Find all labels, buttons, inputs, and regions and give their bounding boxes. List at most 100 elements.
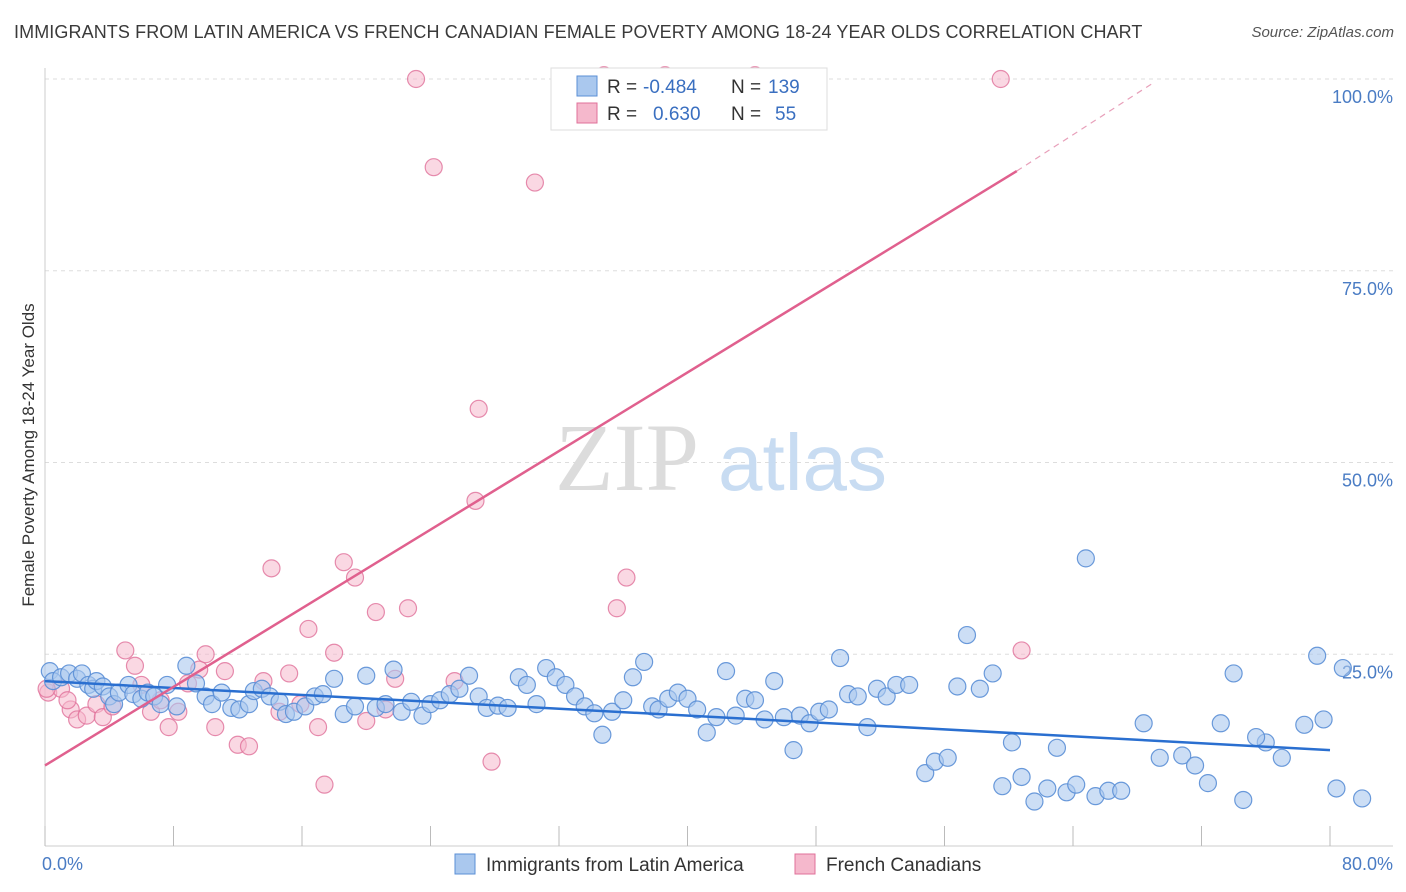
point-french-canadians-9 (125, 656, 145, 675)
legend-swatch-pink (576, 102, 598, 124)
point-latin-america-132 (1333, 658, 1352, 678)
point-latin-america-121 (1185, 756, 1205, 775)
point-latin-america-111 (1047, 738, 1067, 757)
point-french-canadians-52 (1012, 641, 1031, 660)
point-latin-america-70 (635, 652, 654, 672)
point-latin-america-127 (1272, 748, 1291, 767)
point-french-canadians-8 (116, 641, 135, 660)
point-latin-america-52 (459, 666, 479, 685)
watermark-atlas: atlas (718, 418, 887, 507)
point-latin-america-66 (593, 725, 612, 744)
point-latin-america-56 (498, 698, 517, 718)
axes (44, 68, 1393, 847)
legend-r-value-1: -0.484 (643, 77, 697, 98)
point-french-canadians-43 (482, 752, 501, 771)
point-latin-america-91 (830, 648, 850, 668)
trend-lines (44, 82, 1331, 767)
legend-box: R = -0.484 N = 139 R = 0.630 N = 55 (550, 67, 828, 131)
point-latin-america-80 (726, 706, 745, 725)
point-latin-america-133 (1353, 789, 1372, 808)
legend-swatch-blue (576, 75, 598, 97)
point-latin-america-117 (1112, 781, 1131, 800)
point-latin-america-124 (1224, 664, 1243, 683)
point-latin-america-77 (697, 723, 716, 742)
y-tick-labels: 25.0% 50.0% 75.0% 100.0% (1332, 87, 1393, 682)
point-latin-america-84 (765, 671, 784, 691)
point-latin-america-40 (345, 697, 365, 716)
point-french-canadians-21 (239, 737, 259, 756)
point-latin-america-90 (819, 700, 838, 719)
point-latin-america-21 (177, 656, 196, 675)
point-latin-america-103 (957, 625, 977, 645)
y-axis-label: Female Poverty Among 18-24 Year Olds (19, 303, 38, 606)
point-latin-america-107 (1002, 733, 1022, 752)
watermark: ZIP atlas (555, 404, 887, 511)
y-tick-label-2: 75.0% (1342, 279, 1393, 299)
watermark-zip: ZIP (555, 404, 699, 511)
point-latin-america-131 (1327, 779, 1346, 798)
source-label: Source: ZipAtlas.com (1251, 24, 1394, 41)
y-tick-label-1: 50.0% (1342, 471, 1393, 491)
legend-n-label-2: N = (731, 104, 761, 125)
bottom-legend-swatch-pink (794, 853, 816, 875)
x-tick-labels: 0.0% 80.0% (42, 854, 1393, 874)
point-latin-america-120 (1173, 746, 1192, 765)
y-tick-label-3: 100.0% (1332, 87, 1393, 107)
point-latin-america-123 (1211, 714, 1230, 733)
point-french-canadians-27 (299, 619, 318, 639)
point-latin-america-94 (858, 718, 877, 737)
point-latin-america-129 (1308, 646, 1327, 665)
point-latin-america-134 (1247, 727, 1266, 747)
gridlines (45, 78, 1393, 655)
point-latin-america-109 (1025, 792, 1044, 811)
point-french-canadians-46 (607, 599, 626, 618)
legend-r-label-1: R = (607, 77, 637, 98)
point-latin-america-22 (186, 674, 206, 693)
point-latin-america-82 (745, 691, 765, 710)
point-latin-america-69 (623, 668, 642, 687)
point-latin-america-44 (384, 660, 403, 679)
point-latin-america-105 (983, 664, 1002, 683)
point-latin-america-128 (1295, 715, 1314, 734)
point-latin-america-98 (900, 675, 919, 695)
point-latin-america-114 (1076, 549, 1095, 568)
trend-line-french-canadians-extension (1016, 82, 1154, 172)
point-french-canadians-23 (262, 559, 281, 578)
point-french-canadians-44 (525, 173, 545, 192)
point-latin-america-25 (212, 683, 231, 702)
point-french-canadians-38 (406, 69, 426, 89)
point-french-canadians-34 (366, 602, 385, 622)
bottom-legend-label-blue: Immigrants from Latin America (486, 855, 744, 876)
legend-r-value-2: 0.630 (653, 104, 701, 125)
point-french-canadians-31 (334, 553, 353, 572)
point-latin-america-65 (585, 704, 604, 723)
point-latin-america-20 (167, 697, 186, 716)
point-latin-america-59 (527, 695, 546, 714)
point-latin-america-130 (1314, 710, 1333, 729)
point-french-canadians-25 (280, 664, 299, 683)
x-tick-label-0: 0.0% (42, 854, 83, 874)
chart-title: IMMIGRANTS FROM LATIN AMERICA VS FRENCH … (14, 22, 1143, 42)
point-latin-america-101 (938, 748, 957, 767)
point-french-canadians-47 (617, 568, 636, 587)
point-latin-america-108 (1012, 767, 1031, 787)
y-tick-label-0: 25.0% (1342, 662, 1393, 682)
point-latin-america-51 (450, 679, 469, 698)
point-french-canadians-33 (357, 711, 376, 731)
point-french-canadians-51 (991, 69, 1010, 89)
point-latin-america-38 (325, 669, 344, 688)
point-latin-america-119 (1150, 748, 1169, 767)
point-latin-america-86 (784, 741, 803, 760)
bottom-legend-swatch-blue (454, 853, 476, 875)
point-french-canadians-54 (58, 691, 77, 710)
bottom-legend: Immigrants from Latin America French Can… (454, 853, 981, 876)
point-latin-america-110 (1038, 779, 1057, 798)
legend-r-label-2: R = (607, 104, 637, 125)
point-latin-america-68 (614, 691, 633, 710)
point-french-canadians-37 (398, 599, 418, 618)
point-latin-america-113 (1067, 775, 1086, 794)
point-french-canadians-17 (196, 645, 215, 664)
trend-line-french-canadians (44, 169, 1018, 767)
point-french-canadians-18 (206, 718, 225, 737)
